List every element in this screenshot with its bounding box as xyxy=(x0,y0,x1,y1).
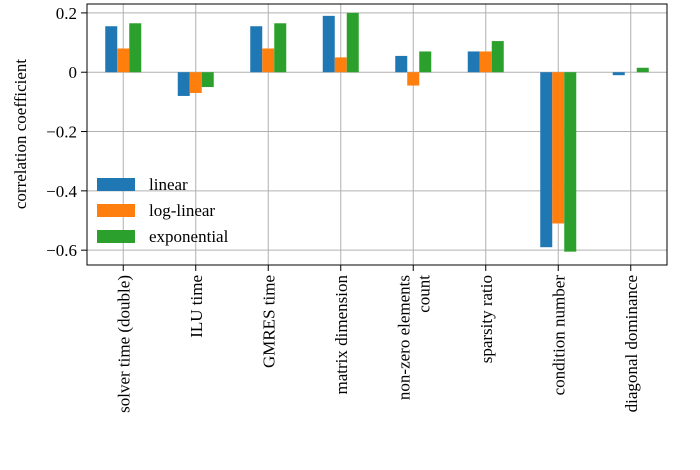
x-tick-label-line: diagonal dominance xyxy=(622,275,641,412)
bar-exponential xyxy=(636,67,649,73)
legend: linear log-linear exponential xyxy=(97,175,229,246)
bar-log-linear xyxy=(189,72,202,93)
x-tick-label-line: ILU time xyxy=(187,275,206,338)
bar-linear xyxy=(540,72,553,248)
bar-log-linear xyxy=(262,48,275,73)
x-tick-label-line: non-zero elements xyxy=(394,275,413,400)
plot-frame xyxy=(86,3,668,266)
legend-label: exponential xyxy=(149,227,229,246)
grid xyxy=(87,4,667,265)
y-tick-label: 0 xyxy=(69,63,78,82)
y-axis-ticks: 0.2 0 −0.2 −0.4 −0.6 xyxy=(46,4,87,260)
legend-swatch xyxy=(97,178,135,191)
x-tick-label: ILU time xyxy=(187,275,206,338)
bar-linear xyxy=(105,26,118,73)
bar-linear xyxy=(467,51,480,73)
legend-swatch xyxy=(97,204,135,217)
legend-label: log-linear xyxy=(149,201,215,220)
x-tick-label: condition number xyxy=(549,275,568,396)
y-tick-label: −0.4 xyxy=(46,182,77,201)
bar-exponential xyxy=(346,12,359,73)
x-tick-label-line: count xyxy=(414,275,433,313)
x-tick-label-line: sparsity ratio xyxy=(477,275,496,363)
y-tick-label: −0.6 xyxy=(46,241,77,260)
y-tick-label: −0.2 xyxy=(46,123,77,142)
bar-linear xyxy=(177,72,190,96)
x-tick-label-line: condition number xyxy=(549,275,568,396)
x-tick-label: GMRES time xyxy=(259,275,278,368)
x-tick-label: solver time (double) xyxy=(114,275,133,413)
bar-linear xyxy=(612,72,625,76)
axes xyxy=(86,3,668,266)
x-tick-label: sparsity ratio xyxy=(477,275,496,363)
bar-exponential xyxy=(419,51,432,73)
bar-exponential xyxy=(201,72,214,88)
legend-label: linear xyxy=(149,175,188,194)
bar-log-linear xyxy=(334,57,347,73)
x-tick-label: matrix dimension xyxy=(332,275,351,395)
x-tick-label-line: matrix dimension xyxy=(332,275,351,395)
bar-log-linear xyxy=(479,51,492,73)
bar-exponential xyxy=(274,23,287,73)
bar-exponential xyxy=(129,23,142,73)
x-tick-label-line: GMRES time xyxy=(259,275,278,368)
bar-linear xyxy=(322,15,335,73)
x-tick-label: non-zero elementscount xyxy=(394,275,433,400)
bar-linear xyxy=(250,26,263,73)
bar-log-linear xyxy=(117,48,130,73)
x-axis-ticks: solver time (double) ILU time GMRES time ma… xyxy=(114,265,641,413)
y-axis-title: correlation coefficient xyxy=(11,59,30,210)
bars xyxy=(105,12,649,252)
y-tick-label: 0.2 xyxy=(56,4,77,23)
bar-exponential xyxy=(564,72,577,252)
x-tick-label: diagonal dominance xyxy=(622,275,641,412)
bar-log-linear xyxy=(407,72,420,86)
x-tick-label-line: solver time (double) xyxy=(114,275,133,413)
legend-swatch xyxy=(97,230,135,243)
bar-linear xyxy=(395,55,408,73)
bar-log-linear xyxy=(552,72,565,224)
bar-exponential xyxy=(491,41,504,73)
